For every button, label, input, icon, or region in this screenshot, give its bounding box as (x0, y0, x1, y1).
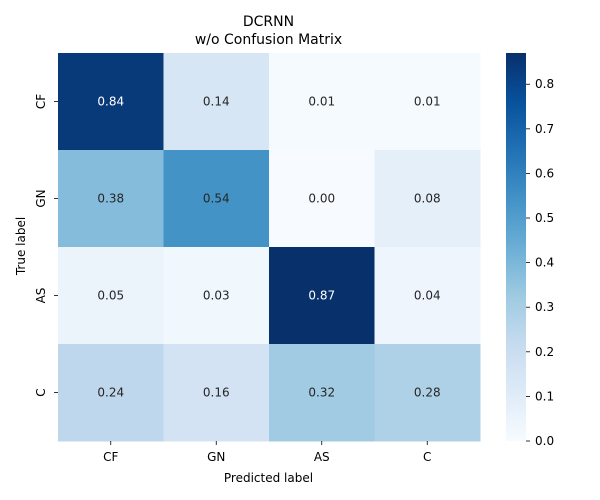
heatmap-cell (269, 150, 375, 248)
y-axis-label: True label (14, 217, 28, 276)
x-tick-label: GN (207, 450, 225, 464)
colorbar (506, 53, 526, 441)
heatmap-cell (374, 53, 481, 151)
cell-value-label: 0.24 (97, 386, 124, 400)
heatmap-cell (163, 247, 270, 345)
heatmap-cell (374, 344, 481, 442)
cell-value-label: 0.04 (414, 289, 441, 303)
y-tick-label: C (34, 388, 48, 396)
colorbar-tick-label: 0.7 (535, 122, 554, 136)
heatmap-cell (374, 150, 481, 248)
heatmap-cells: 0.84 0.14 0.01 0.01 0.38 0.54 0.00 0.08 0.05 0.03… (58, 53, 481, 442)
heatmap-cell (58, 150, 164, 248)
cell-value-label: 0.00 (308, 192, 335, 206)
x-axis-label: Predicted label (224, 471, 313, 485)
chart-subtitle: w/o Confusion Matrix (195, 32, 342, 48)
cell-value-label: 0.54 (203, 192, 230, 206)
colorbar-tick-label: 0.1 (535, 389, 554, 403)
colorbar-tick-label: 0.8 (535, 77, 554, 91)
cell-value-label: 0.14 (203, 95, 230, 109)
colorbar-tick-label: 0.5 (535, 211, 554, 225)
cell-value-label: 0.28 (414, 386, 441, 400)
colorbar-ticks: 0.0 0.1 0.2 0.3 0.4 0.5 0.6 0.7 0.8 (526, 77, 554, 448)
heatmap-cell (163, 344, 270, 442)
cell-value-label: 0.03 (203, 289, 230, 303)
cell-value-label: 0.38 (97, 192, 124, 206)
cell-value-label: 0.32 (308, 386, 335, 400)
y-tick-label: CF (34, 94, 48, 109)
x-tick-label: AS (314, 450, 330, 464)
colorbar-tick-label: 0.3 (535, 300, 554, 314)
heatmap-cell (58, 53, 164, 151)
y-axis-ticks: CF GN AS C (34, 94, 58, 397)
colorbar-tick-label: 0.0 (535, 434, 554, 448)
y-tick-label: GN (34, 189, 48, 207)
heatmap-cell (163, 53, 270, 151)
cell-value-label: 0.08 (414, 192, 441, 206)
y-tick-label: AS (34, 288, 48, 304)
heatmap-cell (269, 344, 375, 442)
cell-value-label: 0.84 (97, 95, 124, 109)
cell-value-label: 0.16 (203, 386, 230, 400)
heatmap-cell (58, 247, 164, 345)
colorbar-tick-label: 0.2 (535, 345, 554, 359)
heatmap-cell (163, 150, 270, 248)
x-tick-label: CF (103, 450, 118, 464)
cell-value-label: 0.87 (308, 289, 335, 303)
cell-value-label: 0.01 (308, 95, 335, 109)
x-axis-ticks: CF GN AS C (103, 441, 431, 464)
heatmap-cell (58, 344, 164, 442)
chart-title: DCRNN (243, 14, 294, 30)
heatmap-cell (374, 247, 481, 345)
cell-value-label: 0.01 (414, 95, 441, 109)
heatmap-cell (269, 247, 375, 345)
colorbar-tick-label: 0.4 (535, 256, 554, 270)
x-tick-label: C (423, 450, 431, 464)
colorbar-tick-label: 0.6 (535, 166, 554, 180)
cell-value-label: 0.05 (97, 289, 124, 303)
heatmap-cell (269, 53, 375, 151)
